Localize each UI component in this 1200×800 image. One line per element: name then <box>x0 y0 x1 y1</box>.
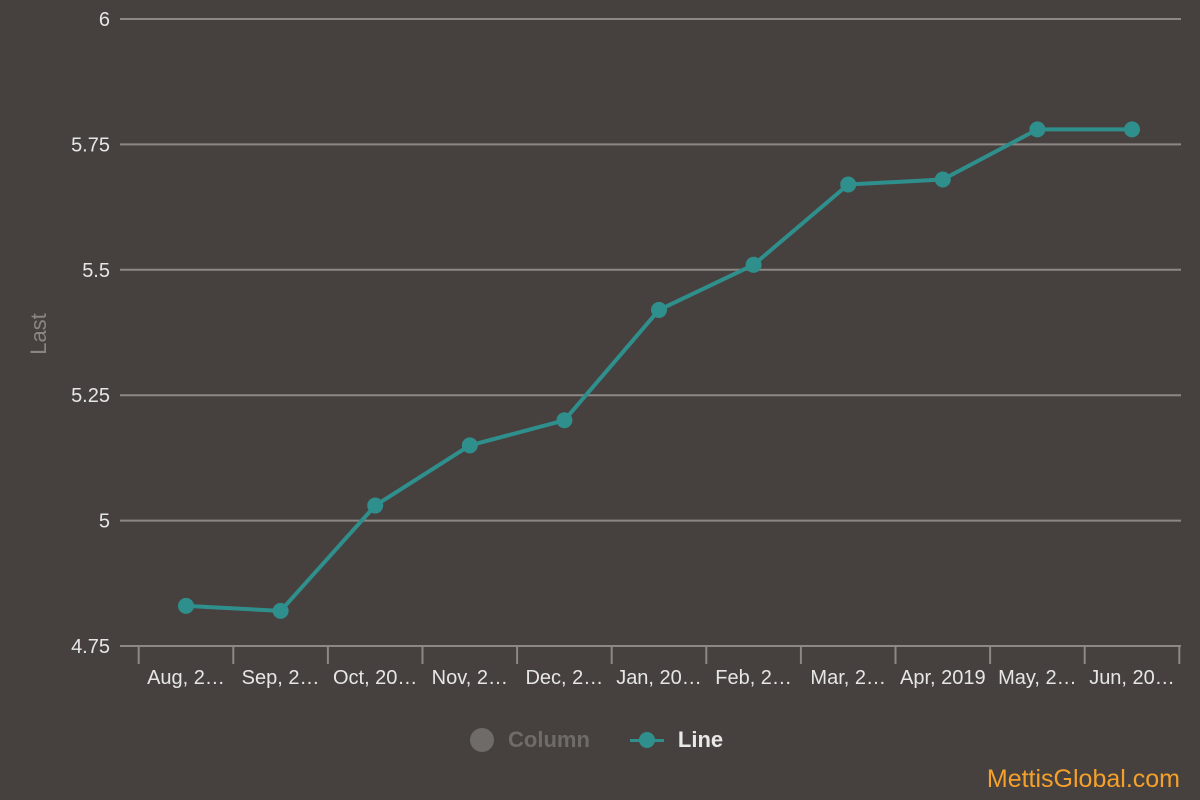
data-point[interactable] <box>1124 121 1140 138</box>
brand-watermark[interactable]: MettisGlobal.com <box>986 765 1180 793</box>
data-point[interactable] <box>178 597 194 614</box>
x-tick-label: Apr, 2019 <box>900 667 986 689</box>
x-axis <box>137 646 1181 664</box>
y-axis-tick-labels: 4.75 5 5.25 5.5 5.75 6 <box>71 9 110 658</box>
x-tick-label: Jan, 20… <box>616 667 702 689</box>
y-tick-label: 4.75 <box>71 636 110 658</box>
series-line <box>184 127 1134 613</box>
data-point[interactable] <box>461 437 478 454</box>
x-tick-label: Oct, 20… <box>333 667 417 689</box>
data-point[interactable] <box>556 412 573 429</box>
data-point[interactable] <box>934 171 951 188</box>
x-tick-label: Sep, 2… <box>242 667 320 689</box>
legend-line-label: Line <box>677 727 724 752</box>
legend-column-marker-icon <box>470 728 494 752</box>
x-tick-label: Aug, 2… <box>147 667 225 689</box>
x-tick-label: Nov, 2… <box>432 667 508 689</box>
x-tick-label: Dec, 2… <box>525 667 603 689</box>
y-tick-label: 5.5 <box>82 260 110 282</box>
data-point[interactable] <box>840 176 857 193</box>
x-tick-label: Feb, 2… <box>715 667 792 689</box>
x-tick-label: Jun, 20… <box>1089 667 1175 689</box>
data-point[interactable] <box>745 256 762 273</box>
legend-column-label: Column <box>508 727 590 752</box>
series-line-layer <box>184 127 1134 613</box>
x-axis-tick-labels: Aug, 2… Sep, 2… Oct, 20… Nov, 2… Dec, 2… Jan,… <box>147 667 1175 689</box>
data-point[interactable] <box>651 301 667 318</box>
y-tick-label: 5.75 <box>71 134 110 156</box>
x-tick-label: May, 2… <box>998 667 1077 689</box>
legend-item-column[interactable]: Column <box>470 727 590 753</box>
y-axis-title: Last <box>26 313 51 355</box>
data-point[interactable] <box>1029 121 1046 138</box>
x-tick-label: Mar, 2… <box>810 667 886 689</box>
series-points <box>178 121 1140 619</box>
y-tick-label: 5 <box>99 511 110 533</box>
grid-lines <box>120 18 1181 647</box>
data-point[interactable] <box>272 602 289 619</box>
y-tick-label: 6 <box>99 9 110 31</box>
data-point[interactable] <box>367 497 384 514</box>
legend: Column Line <box>470 724 723 756</box>
legend-line-marker-icon <box>629 732 664 748</box>
y-tick-label: 5.25 <box>71 385 110 407</box>
legend-item-line[interactable]: Line <box>629 727 724 753</box>
